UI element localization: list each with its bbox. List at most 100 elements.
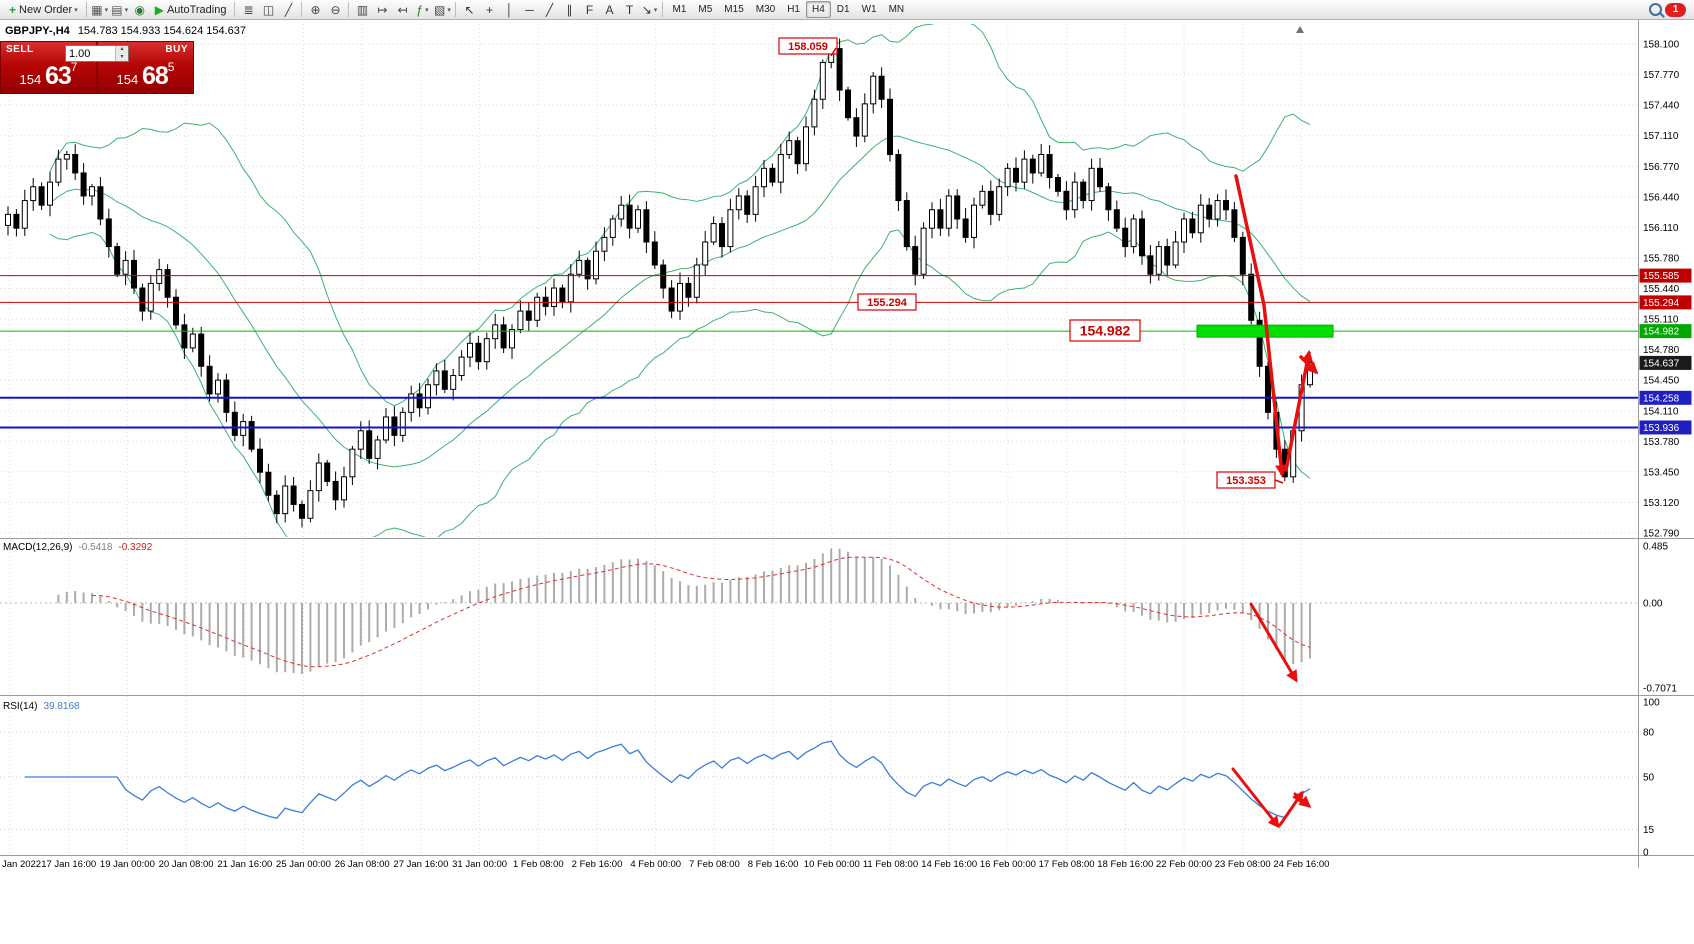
candle-body <box>1231 209 1238 238</box>
candle-body <box>920 227 927 275</box>
toolbar-separator <box>234 2 236 17</box>
bollinger-upper-band <box>49 24 1311 407</box>
text-icon[interactable]: A <box>599 1 619 19</box>
navigator-icon[interactable]: ◉ <box>130 1 150 19</box>
volume-input[interactable] <box>66 46 115 61</box>
timeframe-mn-button[interactable]: MN <box>883 1 911 18</box>
time-axis-label: 26 Jan 08:00 <box>335 859 390 870</box>
rsi-axis-label: 100 <box>1643 698 1660 709</box>
buy-button[interactable]: BUY 154 685 <box>97 42 193 93</box>
candle-body <box>593 250 599 280</box>
candle-body <box>710 223 717 243</box>
auto-scroll-icon[interactable]: ↦ <box>372 1 392 19</box>
price-tag <box>1639 295 1692 310</box>
candle-body <box>845 89 851 119</box>
horizontal-line-icon[interactable]: ─ <box>519 1 539 19</box>
fibonacci-icon[interactable]: F <box>579 1 599 19</box>
chart-grid <box>0 24 1638 855</box>
candle-body <box>383 416 389 441</box>
candle-body <box>1013 167 1019 183</box>
timeframe-m5-button[interactable]: M5 <box>692 1 718 18</box>
candle-body <box>609 218 616 238</box>
timeframe-m15-button[interactable]: M15 <box>718 1 749 18</box>
annotation-arrows[interactable] <box>1231 174 1319 829</box>
toolbar-separator <box>301 2 303 17</box>
search-icon[interactable] <box>1645 1 1665 19</box>
templates-icon[interactable]: ▧ ▾ <box>434 2 451 17</box>
tile-windows-icon[interactable]: ▥ <box>352 1 372 19</box>
candle-body <box>1239 236 1246 275</box>
macd-axis-label: 0.485 <box>1643 542 1668 553</box>
candle-body <box>357 430 364 450</box>
chart-shift-icon[interactable]: ↤ <box>392 1 412 19</box>
candle-body <box>525 310 532 321</box>
timeframe-h4-button[interactable]: H4 <box>806 1 831 18</box>
new-chart-icon[interactable]: ▦ ▾ <box>91 2 109 17</box>
candle-body <box>467 342 473 358</box>
candle-body <box>341 476 347 501</box>
panel-separators <box>0 20 1694 868</box>
candle-body <box>1155 246 1162 275</box>
zoom-in-icon[interactable]: ⊕ <box>305 1 325 19</box>
volume-down-button[interactable]: ▾ <box>116 53 128 61</box>
candle-body <box>903 200 910 248</box>
reversal-tick-arrow <box>1299 355 1319 375</box>
zoom-out-icon[interactable]: ⊖ <box>325 1 345 19</box>
chart-shift-marker <box>1296 26 1304 33</box>
rsi-label: RSI(14) 39.8168 <box>3 701 80 712</box>
candle-body <box>761 167 767 188</box>
candle-body <box>349 448 356 478</box>
candle-body <box>257 448 263 473</box>
candle-body <box>500 324 507 349</box>
candle-body <box>282 485 289 515</box>
time-axis-label: 19 Jan 00:00 <box>100 859 155 870</box>
candle-body <box>1248 273 1255 321</box>
candle-body <box>853 117 860 137</box>
trendline-icon[interactable]: ╱ <box>539 1 559 19</box>
price-callouts[interactable]: 158.059 155.294 154.982 153.353 <box>778 37 1284 489</box>
time-axis-label: 4 Feb 00:00 <box>630 859 681 870</box>
candle-body <box>131 259 137 289</box>
time-axis-label: 27 Jan 16:00 <box>393 859 448 870</box>
price-axis-label: 156.110 <box>1643 223 1679 234</box>
candle-body <box>366 430 373 459</box>
price-axis-label: 155.110 <box>1643 315 1679 326</box>
price-axis-label: 156.440 <box>1643 192 1680 203</box>
callout-leader <box>830 47 837 57</box>
cursor-icon[interactable]: ↖ <box>459 1 479 19</box>
candle-body <box>1088 167 1095 202</box>
label-icon[interactable]: T <box>619 1 639 19</box>
price-callout-text: 155.294 <box>867 297 908 309</box>
candle-body <box>105 218 112 248</box>
timeframe-h1-button[interactable]: H1 <box>781 1 806 18</box>
candle-body <box>878 75 885 100</box>
timeframe-d1-button[interactable]: D1 <box>831 1 856 18</box>
price-tag-label: 154.982 <box>1643 327 1680 338</box>
crosshair-icon[interactable]: + <box>479 1 499 19</box>
equidistant-channel-icon[interactable]: ∥ <box>559 1 579 19</box>
price-callout-box <box>778 37 838 55</box>
volume-up-button[interactable]: ▴ <box>116 46 128 54</box>
notification-badge[interactable]: 1 <box>1665 2 1686 17</box>
arrows-icon[interactable]: ↘ ▾ <box>639 1 659 19</box>
chart-profiles-icon[interactable]: ▤ ▾ <box>111 2 129 17</box>
line-chart-icon[interactable]: ╱ <box>278 1 298 19</box>
new-order-button[interactable]: + New Order ▾ <box>4 1 83 19</box>
autotrading-button[interactable]: ▶ AutoTrading <box>150 1 232 19</box>
candle-body <box>794 140 801 165</box>
timeframe-m30-button[interactable]: M30 <box>750 1 781 18</box>
vertical-line-icon[interactable]: │ <box>499 1 519 19</box>
timeframe-m1-button[interactable]: M1 <box>666 1 692 18</box>
candlestick-chart-icon[interactable]: ◫ <box>258 1 278 19</box>
candle-body <box>735 195 742 211</box>
bar-chart-icon[interactable]: ≣ <box>238 1 258 19</box>
indicators-icon[interactable]: ƒ ▾ <box>412 1 432 19</box>
candle-body <box>399 411 406 436</box>
candle-body <box>803 126 809 165</box>
timeframe-w1-button[interactable]: W1 <box>856 1 883 18</box>
price-axis-label: 155.780 <box>1643 253 1680 264</box>
candle-body <box>492 324 499 340</box>
candle-body <box>1189 218 1196 234</box>
price-axis-label: 157.110 <box>1643 131 1679 142</box>
